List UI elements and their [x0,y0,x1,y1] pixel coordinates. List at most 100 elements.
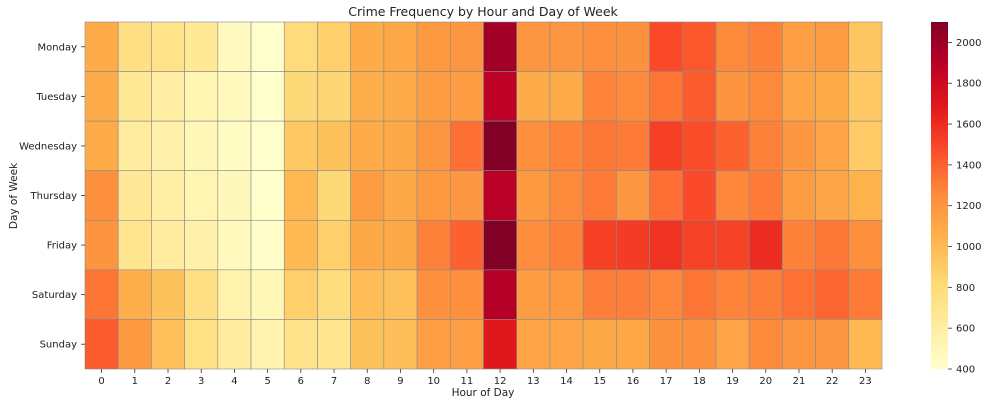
heatmap-cell [283,71,318,122]
heatmap-cell [184,269,219,320]
heatmap-cell [449,219,484,271]
heatmap-cell [815,71,850,122]
heatmap-cell [250,269,285,320]
heatmap-cell [848,219,883,271]
x-tick-label: 15 [593,376,606,387]
heatmap-cell [449,120,484,172]
heatmap-cell [848,170,883,221]
heatmap-cell [815,120,850,172]
colorbar [931,22,948,369]
heatmap-cell [582,219,617,271]
heatmap-cell [516,170,551,221]
heatmap-cell [117,170,152,221]
heatmap-cell [815,21,850,72]
heatmap-cell [117,269,152,320]
heatmap-cell [416,120,451,172]
heatmap-cell [616,319,650,370]
heatmap-cell [848,21,883,72]
heatmap-cell [516,219,551,271]
x-tick-label: 0 [98,376,104,387]
x-axis-label: Hour of Day [452,387,515,399]
heatmap-cell [715,269,750,320]
heatmap-cell [848,319,883,370]
heatmap-cell [848,269,883,320]
heatmap-cell [84,120,119,172]
heatmap-cell [483,319,518,370]
heatmap-cell [682,120,717,172]
x-tick-label: 8 [364,376,370,387]
heatmap-cell [649,219,684,271]
heatmap-cell [350,120,385,172]
heatmap-cell [350,269,385,320]
heatmap-cell [516,120,551,172]
heatmap-cell [483,170,518,221]
x-tick-label: 3 [198,376,204,387]
heatmap-cell [616,170,650,221]
heatmap-cell [549,120,584,172]
heatmap-cell [250,120,285,172]
heatmap-cell [682,219,717,271]
heatmap-cell [815,269,850,320]
y-tick-label: Friday [47,241,77,252]
heatmap-cell [748,269,783,320]
heatmap-cell [350,21,385,72]
heatmap-cell [782,219,816,271]
heatmap-cell [782,170,816,221]
x-tick-label: 17 [660,376,673,387]
heatmap-cell [117,71,152,122]
heatmap-cell [815,219,850,271]
colorbar-tick-label: 2000 [956,38,981,49]
colorbar-tick-label: 600 [956,324,975,335]
heatmap-cell [549,170,584,221]
heatmap-cell [184,319,219,370]
heatmap-cell [317,219,351,271]
heatmap-cell [748,219,783,271]
heatmap-cell [217,219,252,271]
heatmap-cell [416,21,451,72]
heatmap-cell [483,269,518,320]
heatmap-cell [715,219,750,271]
heatmap-cell [117,21,152,72]
heatmap-cell [549,319,584,370]
heatmap-cell [383,219,418,271]
heatmap-cell [582,170,617,221]
heatmap-cell [217,319,252,370]
heatmap-cell [848,71,883,122]
heatmap-cell [649,21,684,72]
y-tick-label: Sunday [40,340,77,351]
heatmap-cell [383,120,418,172]
heatmap-cell [217,120,252,172]
heatmap-cell [283,21,318,72]
heatmap-cell [250,219,285,271]
heatmap-cell [682,319,717,370]
colorbar-ticks: 400 600 800 1000 1200 1400 1600 1800 2000 [948,38,981,376]
heatmap-cell [582,120,617,172]
heatmap-cell [682,21,717,72]
heatmap-cell [449,170,484,221]
heatmap-cell [416,269,451,320]
x-tick-label: 16 [627,376,640,387]
heatmap-cell [283,219,318,271]
heatmap-cell [649,170,684,221]
heatmap-cell [549,71,584,122]
heatmap-cell [649,319,684,370]
heatmap-cell [449,71,484,122]
colorbar-tick-label: 1400 [956,160,981,171]
heatmap-cell [815,170,850,221]
x-tick-label: 9 [397,376,403,387]
heatmap-cell [151,71,185,122]
heatmap-cell [449,319,484,370]
heatmap-cell [317,319,351,370]
heatmap-cell [283,120,318,172]
heatmap-cell [616,219,650,271]
heatmap-cell [682,170,717,221]
heatmap-cell [649,120,684,172]
x-tick-label: 6 [298,376,304,387]
heatmap-cell [383,170,418,221]
x-tick-label: 23 [859,376,872,387]
heatmap-cell [383,319,418,370]
heatmap-cell [715,71,750,122]
heatmap-cell [483,71,518,122]
heatmap-cell [117,319,152,370]
